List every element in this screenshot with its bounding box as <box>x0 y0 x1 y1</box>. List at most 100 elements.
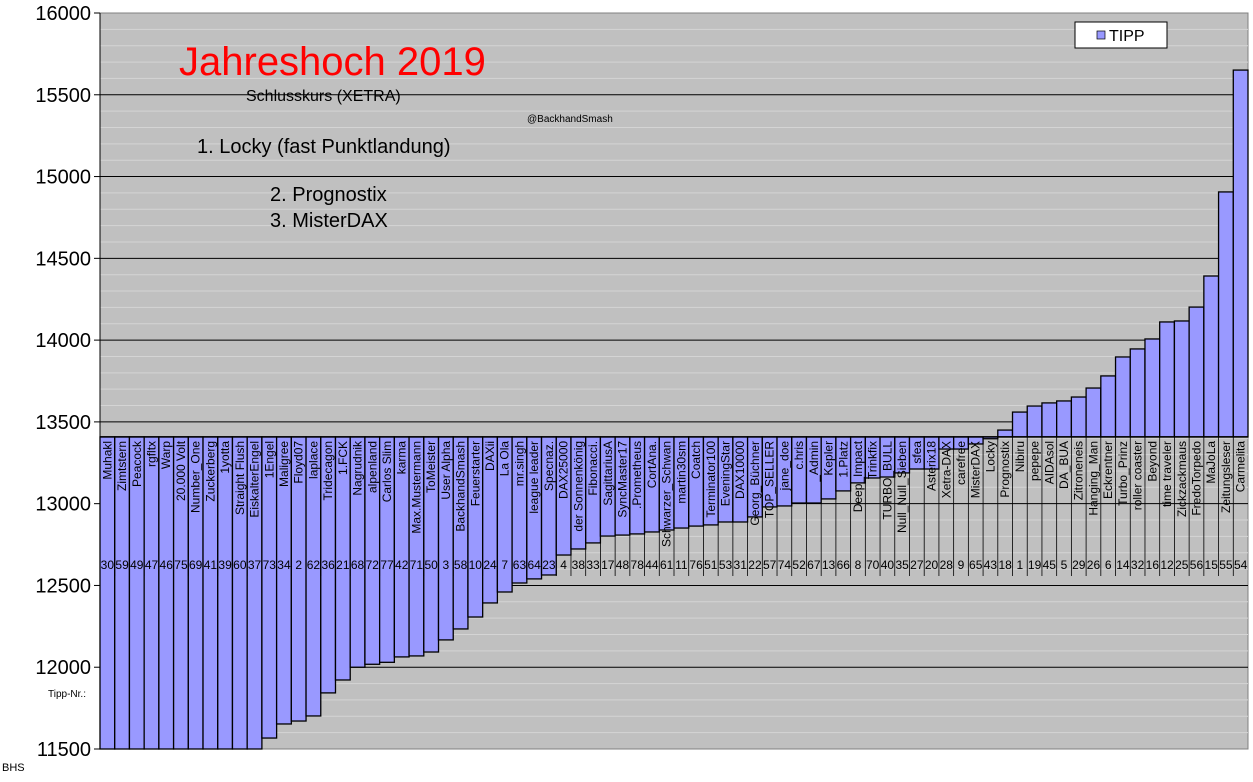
tipp-nr-value: 32 <box>1131 558 1145 572</box>
category-label: league leader <box>527 441 541 514</box>
category-label: Carlos Slim <box>380 441 394 502</box>
y-tick-label: 16000 <box>35 3 91 25</box>
tipp-nr-value: 35 <box>895 558 909 572</box>
tipp-nr-value: 43 <box>984 558 998 572</box>
bar-Turbo_Prinz <box>1114 356 1131 438</box>
tipp-nr-value: 77 <box>380 558 394 572</box>
bar-MaJoLa <box>1203 275 1220 438</box>
category-label: martin30sm <box>674 441 688 504</box>
ranking-1: 1. Locky (fast Punktlandung) <box>197 136 450 158</box>
category-label: DAX25000 <box>557 441 571 499</box>
tipp-nr-value: 17 <box>601 558 615 572</box>
tipp-nr-value: 2 <box>295 558 302 572</box>
tipp-nr-value: 78 <box>631 558 645 572</box>
tipp-nr-value: 28 <box>940 558 954 572</box>
tipp-nr-value: 18 <box>998 558 1012 572</box>
tipp-nr-value: 34 <box>277 558 291 572</box>
category-label: jane_doe <box>777 441 791 492</box>
category-label: laplace <box>306 441 320 479</box>
tipp-nr-value: 39 <box>218 558 232 572</box>
category-label: Specnaz. <box>542 441 556 491</box>
category-label: Trinkfix <box>866 441 880 479</box>
tipp-nr-value: 9 <box>958 558 965 572</box>
bar-Eckrentner <box>1100 375 1117 438</box>
bar-1Engel <box>261 436 278 739</box>
category-label: Coatch <box>689 441 703 479</box>
category-label: Beyond <box>1145 441 1159 482</box>
tipp-nr-value: 24 <box>483 558 497 572</box>
category-label: Zimtstern <box>115 441 129 491</box>
tipp-nr-value: 74 <box>778 558 792 572</box>
tipp-nr-value: 57 <box>763 558 777 572</box>
category-label: Maligree <box>277 441 291 487</box>
legend-swatch <box>1096 30 1106 40</box>
tipp-nr-value: 70 <box>866 558 880 572</box>
category-label: EveningStar <box>719 441 733 506</box>
bar-Nibiru <box>1011 411 1028 438</box>
tipp-nr-value: 58 <box>454 558 468 572</box>
chart-subtitle: Schlusskurs (XETRA) <box>246 88 401 105</box>
tipp-nr-value: 66 <box>837 558 851 572</box>
category-label: carefree <box>954 441 968 485</box>
category-label: Xetra-DAX <box>939 441 953 498</box>
tipp-nr-value: 6 <box>1105 558 1112 572</box>
tipp-nr-value: 72 <box>366 558 380 572</box>
tipp-nr-value: 46 <box>160 558 174 572</box>
bar-Muhakl <box>99 436 116 750</box>
tipp-nr-value: 20 <box>925 558 939 572</box>
category-label: La Ola <box>498 441 512 477</box>
bar-time traveler <box>1159 321 1176 438</box>
y-tick-label: 13500 <box>35 412 91 434</box>
category-label: Zuckerberg <box>203 441 217 502</box>
tipp-nr-value: 49 <box>130 558 144 572</box>
category-label: mr.singh <box>512 441 526 486</box>
tipp-nr-value: 30 <box>101 558 115 572</box>
tipp-nr-value: 50 <box>424 558 438 572</box>
tipp-nr-value: 38 <box>572 558 586 572</box>
category-label: SyncMaster17 <box>615 441 629 518</box>
tipp-nr-value: 5 <box>1061 558 1068 572</box>
tipp-nr-value: 47 <box>145 558 159 572</box>
category-label: Terminator100 <box>704 441 718 518</box>
bar-Beyond <box>1144 338 1161 438</box>
category-label: Hanging_Man <box>1086 441 1100 516</box>
tipp-nr-value: 31 <box>734 558 748 572</box>
tipp-nr-value: 54 <box>1234 558 1248 572</box>
category-label: Nibiru <box>1013 441 1027 472</box>
tipp-nr-value: 29 <box>1072 558 1086 572</box>
category-label: ToMeister <box>424 441 438 493</box>
tipp-nr-value: 19 <box>1028 558 1042 572</box>
tipp-nr-value: 40 <box>881 558 895 572</box>
tipp-nr-value: 25 <box>1175 558 1189 572</box>
category-label: pepepe <box>1028 441 1042 481</box>
category-label: Nagrudnik <box>351 440 365 496</box>
tipp-nr-value: 7 <box>501 558 508 572</box>
bar-Zitroneneis <box>1070 396 1087 438</box>
category-label: time traveler <box>1160 441 1174 507</box>
tipp-nr-value: 63 <box>513 558 527 572</box>
category-label: AIDAsol <box>1042 441 1056 484</box>
y-tick-label: 15000 <box>35 167 91 189</box>
tipp-nr-value: 51 <box>704 558 718 572</box>
tipp-nr-value: 71 <box>410 558 424 572</box>
tipp-nr-value: 36 <box>321 558 335 572</box>
category-label: Zeitungsleser <box>1219 441 1233 513</box>
tipp-nr-value: 22 <box>748 558 762 572</box>
category-label: Zickzackmaus <box>1175 441 1189 517</box>
category-label: Turbo_Prinz <box>1116 441 1130 506</box>
tipp-nr-value: 4 <box>560 558 567 572</box>
category-label: MisterDAX <box>969 441 983 498</box>
category-label: Eckrentner <box>1101 441 1115 499</box>
bar-roller coaster <box>1129 348 1146 438</box>
category-label: roller coaster <box>1131 441 1145 510</box>
legend: TIPP <box>1074 21 1168 49</box>
category-label: Muhakl <box>100 441 114 480</box>
tipp-nr-value: 3 <box>443 558 450 572</box>
bar-pepepe <box>1026 405 1043 438</box>
tipp-nr-value: 56 <box>1190 558 1204 572</box>
footer-text: BHS <box>2 762 25 774</box>
bar-AIDAsol <box>1041 402 1058 438</box>
tipp-nr-value: 1 <box>1017 558 1024 572</box>
y-tick-label: 13000 <box>35 494 91 516</box>
tipp-nr-value: 41 <box>204 558 218 572</box>
